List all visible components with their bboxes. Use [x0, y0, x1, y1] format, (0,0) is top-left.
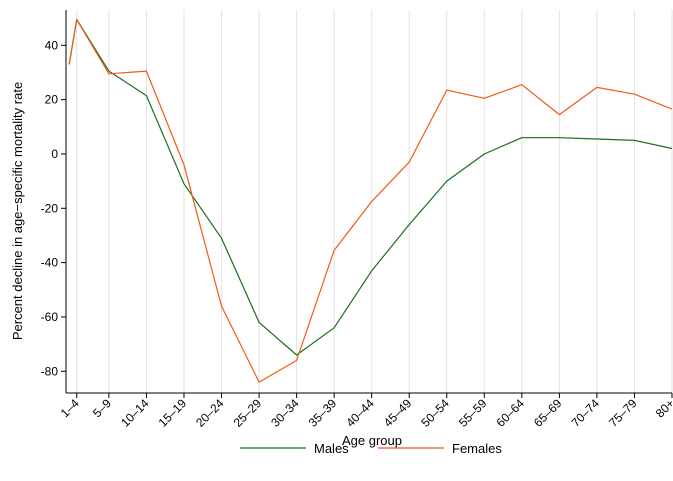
x-axis-title: Age group [342, 433, 402, 448]
axes [65, 10, 672, 394]
gridlines [76, 10, 673, 393]
x-tick-label: 1–4 [58, 396, 82, 420]
x-tick-label: 50–54 [418, 396, 452, 430]
legend-label-females: Females [452, 441, 502, 456]
x-tick-label: 65–69 [531, 396, 565, 430]
x-tick-label: 45–49 [381, 396, 415, 430]
y-tick-label: 40 [45, 38, 59, 52]
x-tick-label: 80+ [653, 396, 673, 420]
y-tick-label: -20 [41, 201, 59, 215]
legend: Males Females [240, 441, 502, 456]
y-axis-ticks: 40 20 0 -20 -40 -60 -80 [41, 38, 66, 378]
x-axis-ticks: 1–4 5–9 10–14 15–19 20–24 25–29 30–34 35–39 40–4… [58, 393, 673, 430]
x-tick-label: 60–64 [493, 396, 527, 430]
series-line-females [68, 18, 673, 383]
y-tick-label: -60 [41, 310, 59, 324]
y-axis-title: Percent decline in age−specific mortalit… [10, 82, 25, 340]
x-tick-label: 5–9 [90, 396, 114, 420]
x-tick-label: 20–24 [193, 396, 227, 430]
legend-label-males: Males [314, 441, 349, 456]
y-tick-label: 0 [51, 147, 58, 161]
x-tick-label: 30–34 [268, 396, 302, 430]
y-tick-label: 20 [45, 93, 59, 107]
x-tick-label: 40–44 [343, 396, 377, 430]
x-tick-label: 35–39 [306, 396, 340, 430]
x-tick-label: 15–19 [156, 396, 190, 430]
y-tick-label: -40 [41, 256, 59, 270]
x-tick-label: 70–74 [569, 396, 603, 430]
y-tick-label: -80 [41, 364, 59, 378]
x-tick-label: 25–29 [231, 396, 265, 430]
x-tick-label: 75–79 [606, 396, 640, 430]
x-tick-label: 55–59 [456, 396, 490, 430]
series-line-males [68, 18, 673, 356]
x-tick-label: 10–14 [118, 396, 152, 430]
series-lines [68, 18, 673, 383]
